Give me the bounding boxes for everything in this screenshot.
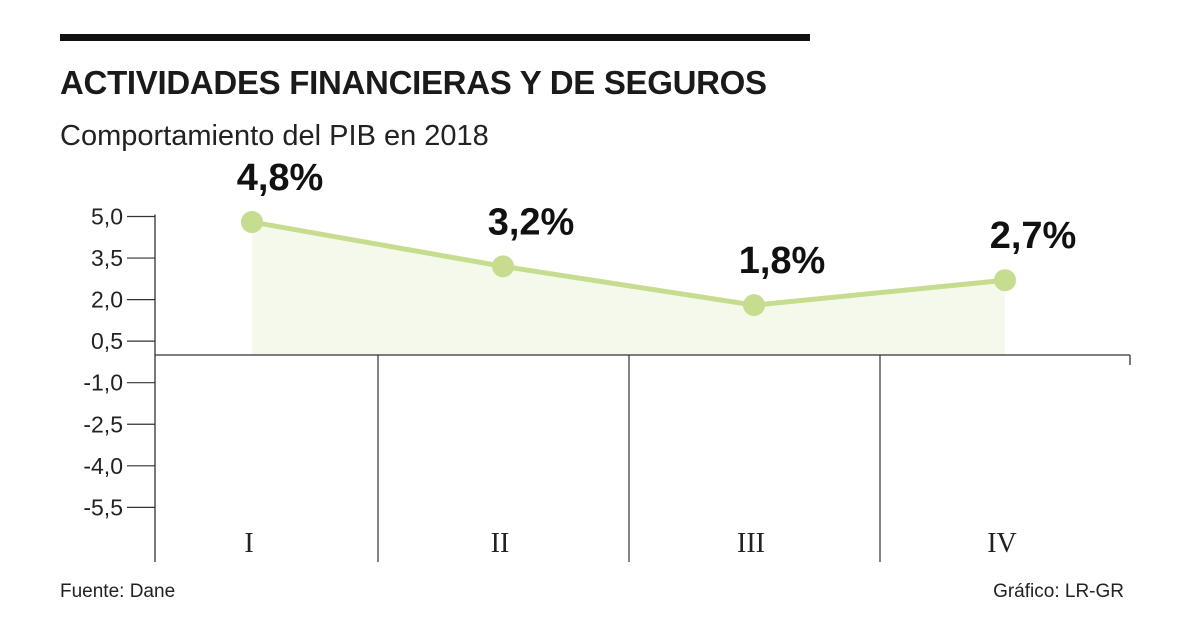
y-tick-label: -2,5 <box>83 411 123 437</box>
chart-subtitle: Comportamiento del PIB en 2018 <box>60 120 489 152</box>
source-note: Fuente: Dane <box>60 581 175 602</box>
plot-area: 5,03,52,00,5-1,0-2,5-4,0-5,5I II III IV4,8%… <box>83 157 1131 562</box>
x-tick-label: I <box>244 528 253 559</box>
y-tick-label: -5,5 <box>83 494 123 520</box>
credit-note: Gráfico: LR-GR <box>993 581 1124 602</box>
y-tick-label: -4,0 <box>83 453 123 479</box>
data-label: 3,2% <box>488 201 575 243</box>
data-label: 1,8% <box>739 240 826 282</box>
data-point <box>994 269 1016 292</box>
series-line <box>249 219 1008 308</box>
y-tick-label: 0,5 <box>91 328 123 354</box>
top-rule <box>60 34 810 41</box>
data-point <box>492 255 514 278</box>
y-tick-label: 2,0 <box>91 287 123 313</box>
data-point <box>743 294 765 317</box>
x-tick-label: II <box>491 528 510 559</box>
y-tick-label: -1,0 <box>83 370 123 396</box>
chart-title: ACTIVIDADES FINANCIERAS Y DE SEGUROS <box>60 64 767 101</box>
data-label: 2,7% <box>990 215 1077 257</box>
x-tick-label: IV <box>987 528 1017 559</box>
y-tick-label: 3,5 <box>91 245 123 271</box>
y-tick-label: 5,0 <box>91 204 123 230</box>
x-tick-label: III <box>737 528 765 559</box>
data-point <box>241 211 263 234</box>
data-label: 4,8% <box>237 157 324 199</box>
